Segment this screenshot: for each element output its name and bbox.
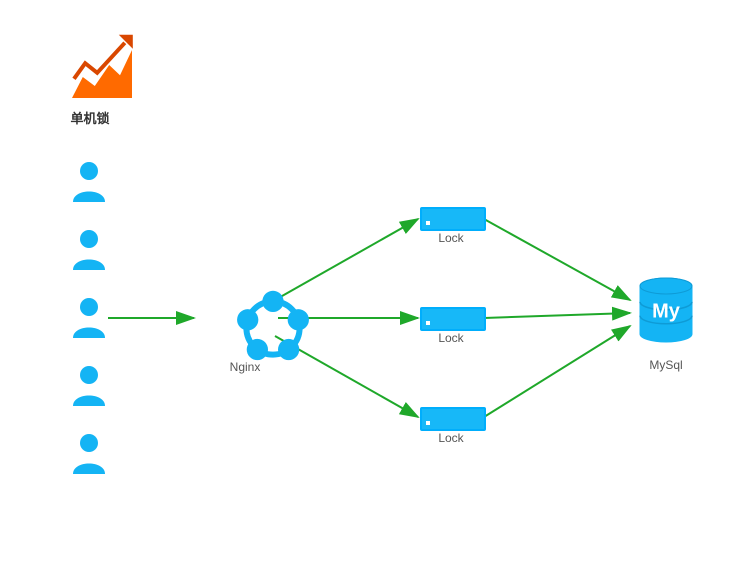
lock-node	[420, 407, 486, 431]
mysql-db-node: My	[640, 278, 692, 342]
lock-label: Lock	[420, 231, 482, 245]
mysql-text: My	[652, 301, 681, 323]
user-icon	[70, 432, 108, 474]
nginx-node	[237, 291, 309, 360]
diagram-canvas: My	[0, 0, 729, 564]
diagram-title: 单机锁	[60, 108, 120, 127]
lock-node	[420, 207, 486, 231]
user-icon	[70, 364, 108, 406]
user-icon	[70, 160, 108, 202]
edge-arrow	[484, 313, 630, 318]
lock-node	[420, 307, 486, 331]
user-icon	[70, 296, 108, 338]
lock-label: Lock	[420, 431, 482, 445]
user-icon	[70, 228, 108, 270]
edge-arrow	[484, 219, 630, 300]
chart-growth-icon	[72, 35, 133, 98]
nginx-label: Nginx	[210, 360, 280, 374]
edge-arrow	[484, 326, 630, 417]
edges-group	[108, 219, 630, 417]
lock-label: Lock	[420, 331, 482, 345]
mysql-label: MySql	[640, 358, 692, 372]
edge-arrow	[275, 219, 418, 300]
